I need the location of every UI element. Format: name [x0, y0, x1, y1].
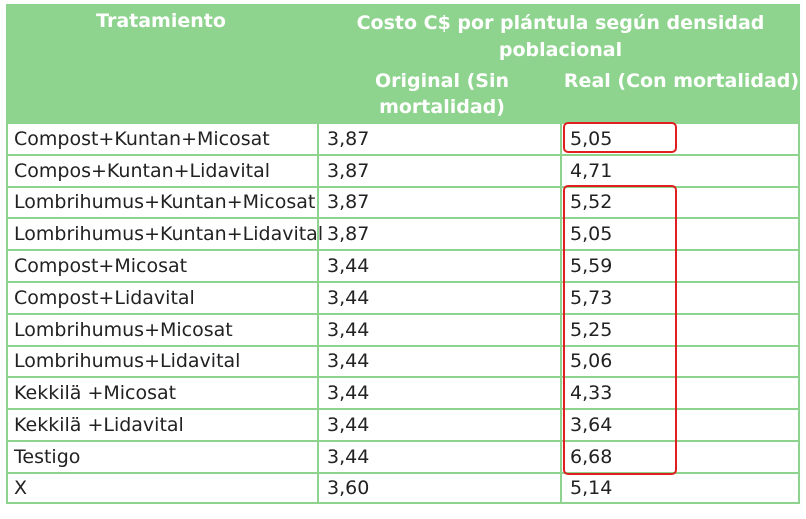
table-row: Testigo 3,44 6,68: [6, 439, 800, 472]
cell-original: 3,44: [319, 441, 562, 472]
cell-treatment: Compost+Kuntan+Micosat: [6, 124, 319, 154]
cell-original: 3,60: [319, 473, 562, 502]
table-row: X 3,60 5,14: [6, 471, 800, 504]
header-treatment: Tratamiento: [96, 10, 226, 32]
cell-real: 5,25: [562, 314, 800, 345]
cell-real: 5,52: [562, 187, 800, 218]
cell-original: 3,87: [319, 187, 562, 218]
cell-original: 3,44: [319, 314, 562, 345]
cell-real: 5,59: [562, 251, 800, 281]
table-row: Lombrihumus+Micosat 3,44 5,25: [6, 312, 800, 345]
cell-original: 3,44: [319, 251, 562, 281]
table-row: Lombrihumus+Lidavital 3,44 5,06: [6, 344, 800, 377]
cell-real: 3,64: [562, 410, 800, 440]
cell-original: 3,87: [319, 124, 562, 154]
cell-original: 3,44: [319, 346, 562, 377]
header-cost-group: Costo C$ por plántula según densidad pob…: [356, 12, 765, 61]
cell-real: 6,68: [562, 441, 800, 472]
header-original: Original (Sin mortalidad): [374, 70, 510, 118]
table-row: Kekkilä +Lidavital 3,44 3,64: [6, 408, 800, 440]
cell-treatment: Lombrihumus+Kuntan+Micosat: [6, 187, 319, 218]
cell-treatment: Testigo: [6, 441, 319, 472]
cell-treatment: Compost+Micosat: [6, 251, 319, 281]
cell-real: 5,05: [562, 219, 800, 250]
cell-original: 3,44: [319, 410, 562, 440]
cell-original: 3,87: [319, 219, 562, 250]
cell-treatment: Kekkilä +Micosat: [6, 378, 319, 409]
cell-real: 5,14: [562, 473, 800, 502]
cell-treatment: Compost+Lidavital: [6, 282, 319, 313]
header-real: Real (Con mortalidad): [563, 70, 800, 92]
table-row: Compost+Lidavital 3,44 5,73: [6, 280, 800, 313]
cell-real: 5,05: [562, 124, 800, 154]
table-row: Kekkilä +Micosat 3,44 4,33: [6, 376, 800, 409]
highlight-box-first-row: [563, 122, 677, 153]
cell-original: 3,87: [319, 155, 562, 186]
cell-real: 4,71: [562, 155, 800, 186]
cell-treatment: Compos+Kuntan+Lidavital: [6, 155, 319, 186]
cell-real: 4,33: [562, 378, 800, 409]
cell-real: 5,73: [562, 282, 800, 313]
table-row: Compost+Kuntan+Micosat 3,87 5,05: [6, 122, 800, 154]
cost-table: Tratamiento Costo C$ por plántula según …: [6, 4, 800, 504]
table-row: Lombrihumus+Kuntan+Micosat 3,87 5,52: [6, 185, 800, 218]
table-row: Lombrihumus+Kuntan+Lidavital 3,87 5,05: [6, 217, 800, 250]
cell-treatment: Lombrihumus+Micosat: [6, 314, 319, 345]
table-row: Compos+Kuntan+Lidavital 3,87 4,71: [6, 153, 800, 186]
table-row: Compost+Micosat 3,44 5,59: [6, 249, 800, 281]
cell-original: 3,44: [319, 282, 562, 313]
table-header: Tratamiento Costo C$ por plántula según …: [6, 4, 800, 122]
cell-treatment: Lombrihumus+Lidavital: [6, 346, 319, 377]
cell-treatment: X: [6, 473, 319, 502]
cell-original: 3,44: [319, 378, 562, 409]
cell-treatment: Lombrihumus+Kuntan+Lidavital: [6, 219, 323, 250]
table-body: Compost+Kuntan+Micosat 3,87 5,05 Compos+Kun…: [6, 122, 800, 504]
cell-treatment: Kekkilä +Lidavital: [6, 410, 319, 440]
highlight-box-rows: [563, 185, 677, 475]
cell-real: 5,06: [562, 346, 800, 377]
